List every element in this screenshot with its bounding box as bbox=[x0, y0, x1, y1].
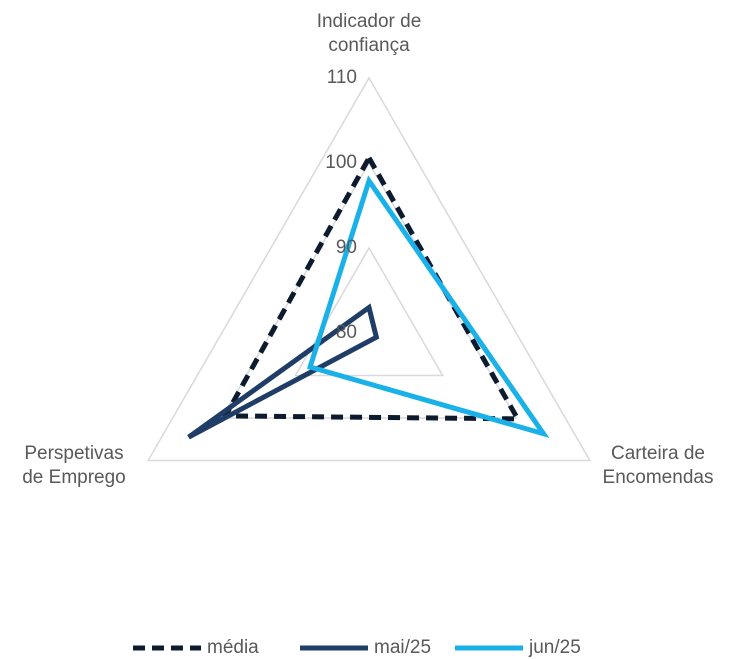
axis-label: Perspetivas de Emprego bbox=[22, 443, 126, 488]
r-tick-label: 80 bbox=[336, 322, 357, 343]
legend-label: jun/25 bbox=[528, 637, 581, 658]
axis-label: Indicador de confiança bbox=[316, 11, 422, 56]
r-tick-label: 110 bbox=[327, 67, 357, 88]
grid-ring bbox=[294, 246, 444, 377]
r-tick-label: 100 bbox=[325, 152, 357, 173]
legend-label: mai/25 bbox=[374, 637, 431, 658]
grid-ring bbox=[146, 76, 592, 462]
series-line bbox=[221, 152, 523, 422]
legend-label: média bbox=[207, 637, 259, 658]
series-line bbox=[306, 175, 550, 439]
axis-label: Carteira de Encomendas bbox=[602, 443, 714, 488]
series-line bbox=[187, 303, 380, 440]
r-tick-label: 90 bbox=[336, 237, 357, 258]
